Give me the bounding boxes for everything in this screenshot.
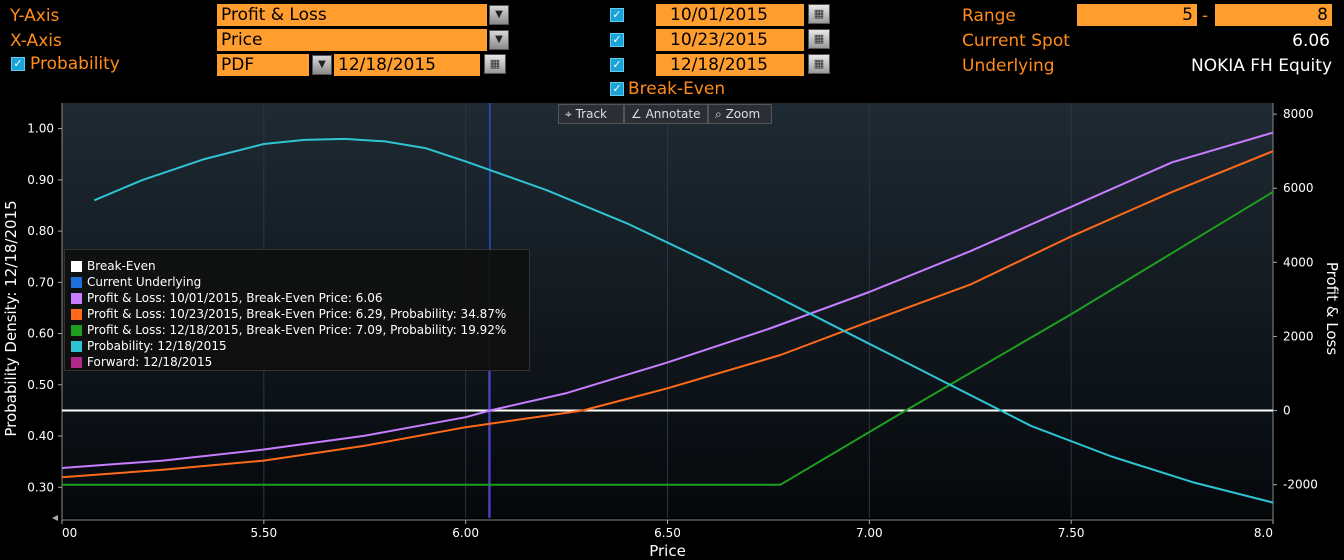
series-line-4 <box>93 137 1274 504</box>
legend-swatch <box>71 324 82 336</box>
legend-item: Forward: 12/18/2015 <box>71 354 523 370</box>
legend-label: Profit & Loss: 12/18/2015, Break-Even Pr… <box>87 323 507 337</box>
date-1-field[interactable]: 10/01/2015 <box>656 4 804 26</box>
calendar-icon[interactable]: ▦ <box>484 54 506 74</box>
axis-arrow-icon <box>52 515 58 521</box>
underlying-value: NOKIA FH Equity <box>1190 56 1332 76</box>
calendar-icon[interactable]: ▦ <box>808 4 830 24</box>
calendar-icon[interactable]: ▦ <box>808 29 830 49</box>
legend-item: Probability: 12/18/2015 <box>71 338 523 354</box>
probability-type-select[interactable]: PDF <box>217 54 309 76</box>
y-left-tick-label: 0.40 <box>27 429 54 443</box>
x-tick-label: 7.50 <box>1058 526 1085 540</box>
track-label: Track <box>575 107 607 121</box>
break-even-label: Break-Even <box>628 79 726 99</box>
pencil-icon: ∠ <box>631 107 642 121</box>
y-axis-select[interactable]: Profit & Loss <box>217 4 487 26</box>
current-spot-label: Current Spot <box>962 31 1070 51</box>
x-axis-title: Price <box>649 542 686 560</box>
legend-label: Current Underlying <box>87 275 202 289</box>
y-right-tick-label: 2000 <box>1283 329 1314 343</box>
legend-item: Break-Even <box>71 258 523 274</box>
current-spot-value: 6.06 <box>1292 31 1330 51</box>
y-left-tick-label: 0.30 <box>27 480 54 494</box>
legend-swatch <box>71 260 82 272</box>
magnifier-icon: ⌕ <box>715 107 722 121</box>
y-right-tick-label: 8000 <box>1283 107 1314 121</box>
y-left-tick-label: 0.90 <box>27 173 54 187</box>
date-2-field[interactable]: 10/23/2015 <box>656 29 804 51</box>
y-left-axis-title: Probability Density: 12/18/2015 <box>2 200 20 436</box>
legend: Break-Even Current Underlying Profit & Los… <box>64 249 530 371</box>
zoom-label: Zoom <box>725 107 761 121</box>
x-axis-select[interactable]: Price <box>217 29 487 51</box>
probability-checkbox[interactable]: ✓ <box>11 57 25 71</box>
legend-label: Break-Even <box>87 259 156 273</box>
y-right-tick-label: 4000 <box>1283 255 1314 269</box>
legend-swatch <box>71 276 82 288</box>
date-3-checkbox[interactable]: ✓ <box>610 58 624 72</box>
legend-item: Profit & Loss: 10/01/2015, Break-Even Pr… <box>71 290 523 306</box>
x-axis-dropdown-icon[interactable]: ▼ <box>489 30 509 50</box>
y-left-tick-label: 0.70 <box>27 275 54 289</box>
series-line-2 <box>61 150 1274 479</box>
legend-label: Profit & Loss: 10/23/2015, Break-Even Pr… <box>87 307 507 321</box>
y-left-tick-label: 0.50 <box>27 378 54 392</box>
legend-swatch <box>71 308 82 320</box>
underlying-label: Underlying <box>962 56 1055 76</box>
zoom-button[interactable]: ⌕ Zoom <box>708 104 772 124</box>
legend-label: Profit & Loss: 10/01/2015, Break-Even Pr… <box>87 291 383 305</box>
probability-type-dropdown-icon[interactable]: ▼ <box>312 55 332 75</box>
calendar-icon[interactable]: ▦ <box>808 54 830 74</box>
break-even-checkbox[interactable]: ✓ <box>610 82 624 96</box>
legend-swatch <box>71 292 82 304</box>
x-tick-label: 6.00 <box>452 526 479 540</box>
annotate-button[interactable]: ∠ Annotate <box>624 104 708 124</box>
range-from-field[interactable]: 5 <box>1077 4 1197 26</box>
date-2-checkbox[interactable]: ✓ <box>610 33 624 47</box>
range-to-field[interactable]: 8 <box>1215 4 1332 26</box>
legend-item: Profit & Loss: 10/23/2015, Break-Even Pr… <box>71 306 523 322</box>
legend-label: Probability: 12/18/2015 <box>87 339 227 353</box>
y-right-tick-label: 6000 <box>1283 181 1314 195</box>
y-left-tick-label: 0.80 <box>27 224 54 238</box>
annotate-label: Annotate <box>645 107 701 121</box>
crosshair-icon: ⌖ <box>565 107 572 121</box>
legend-swatch <box>71 340 82 352</box>
legend-item: Profit & Loss: 12/18/2015, Break-Even Pr… <box>71 322 523 338</box>
range-separator: - <box>1202 6 1209 26</box>
date-3-field[interactable]: 12/18/2015 <box>656 54 804 76</box>
probability-label: Probability <box>30 54 120 74</box>
x-axis-label: X-Axis <box>10 31 62 51</box>
x-tick-label: 5.50 <box>250 526 277 540</box>
probability-date-field[interactable]: 12/18/2015 <box>334 54 480 76</box>
legend-label: Forward: 12/18/2015 <box>87 355 213 369</box>
x-tick-label: 7.00 <box>856 526 883 540</box>
track-button[interactable]: ⌖ Track <box>558 104 624 124</box>
legend-swatch <box>71 356 82 368</box>
x-tick-label: 8.0 <box>1254 526 1273 540</box>
x-tick-label: 00 <box>62 526 77 540</box>
legend-item: Current Underlying <box>71 274 523 290</box>
x-tick-label: 6.50 <box>654 526 681 540</box>
date-1-checkbox[interactable]: ✓ <box>610 8 624 22</box>
y-left-tick-label: 0.60 <box>27 327 54 341</box>
y-right-tick-label: 0 <box>1283 404 1291 418</box>
y-right-tick-label: -2000 <box>1283 478 1318 492</box>
y-axis-label: Y-Axis <box>10 6 60 26</box>
y-left-tick-label: 1.00 <box>27 122 54 136</box>
y-axis-dropdown-icon[interactable]: ▼ <box>489 5 509 25</box>
y-right-axis-title: Profit & Loss <box>1323 262 1341 355</box>
series-line-1 <box>61 131 1274 469</box>
series-line-3 <box>62 191 1274 486</box>
range-label: Range <box>962 6 1016 26</box>
